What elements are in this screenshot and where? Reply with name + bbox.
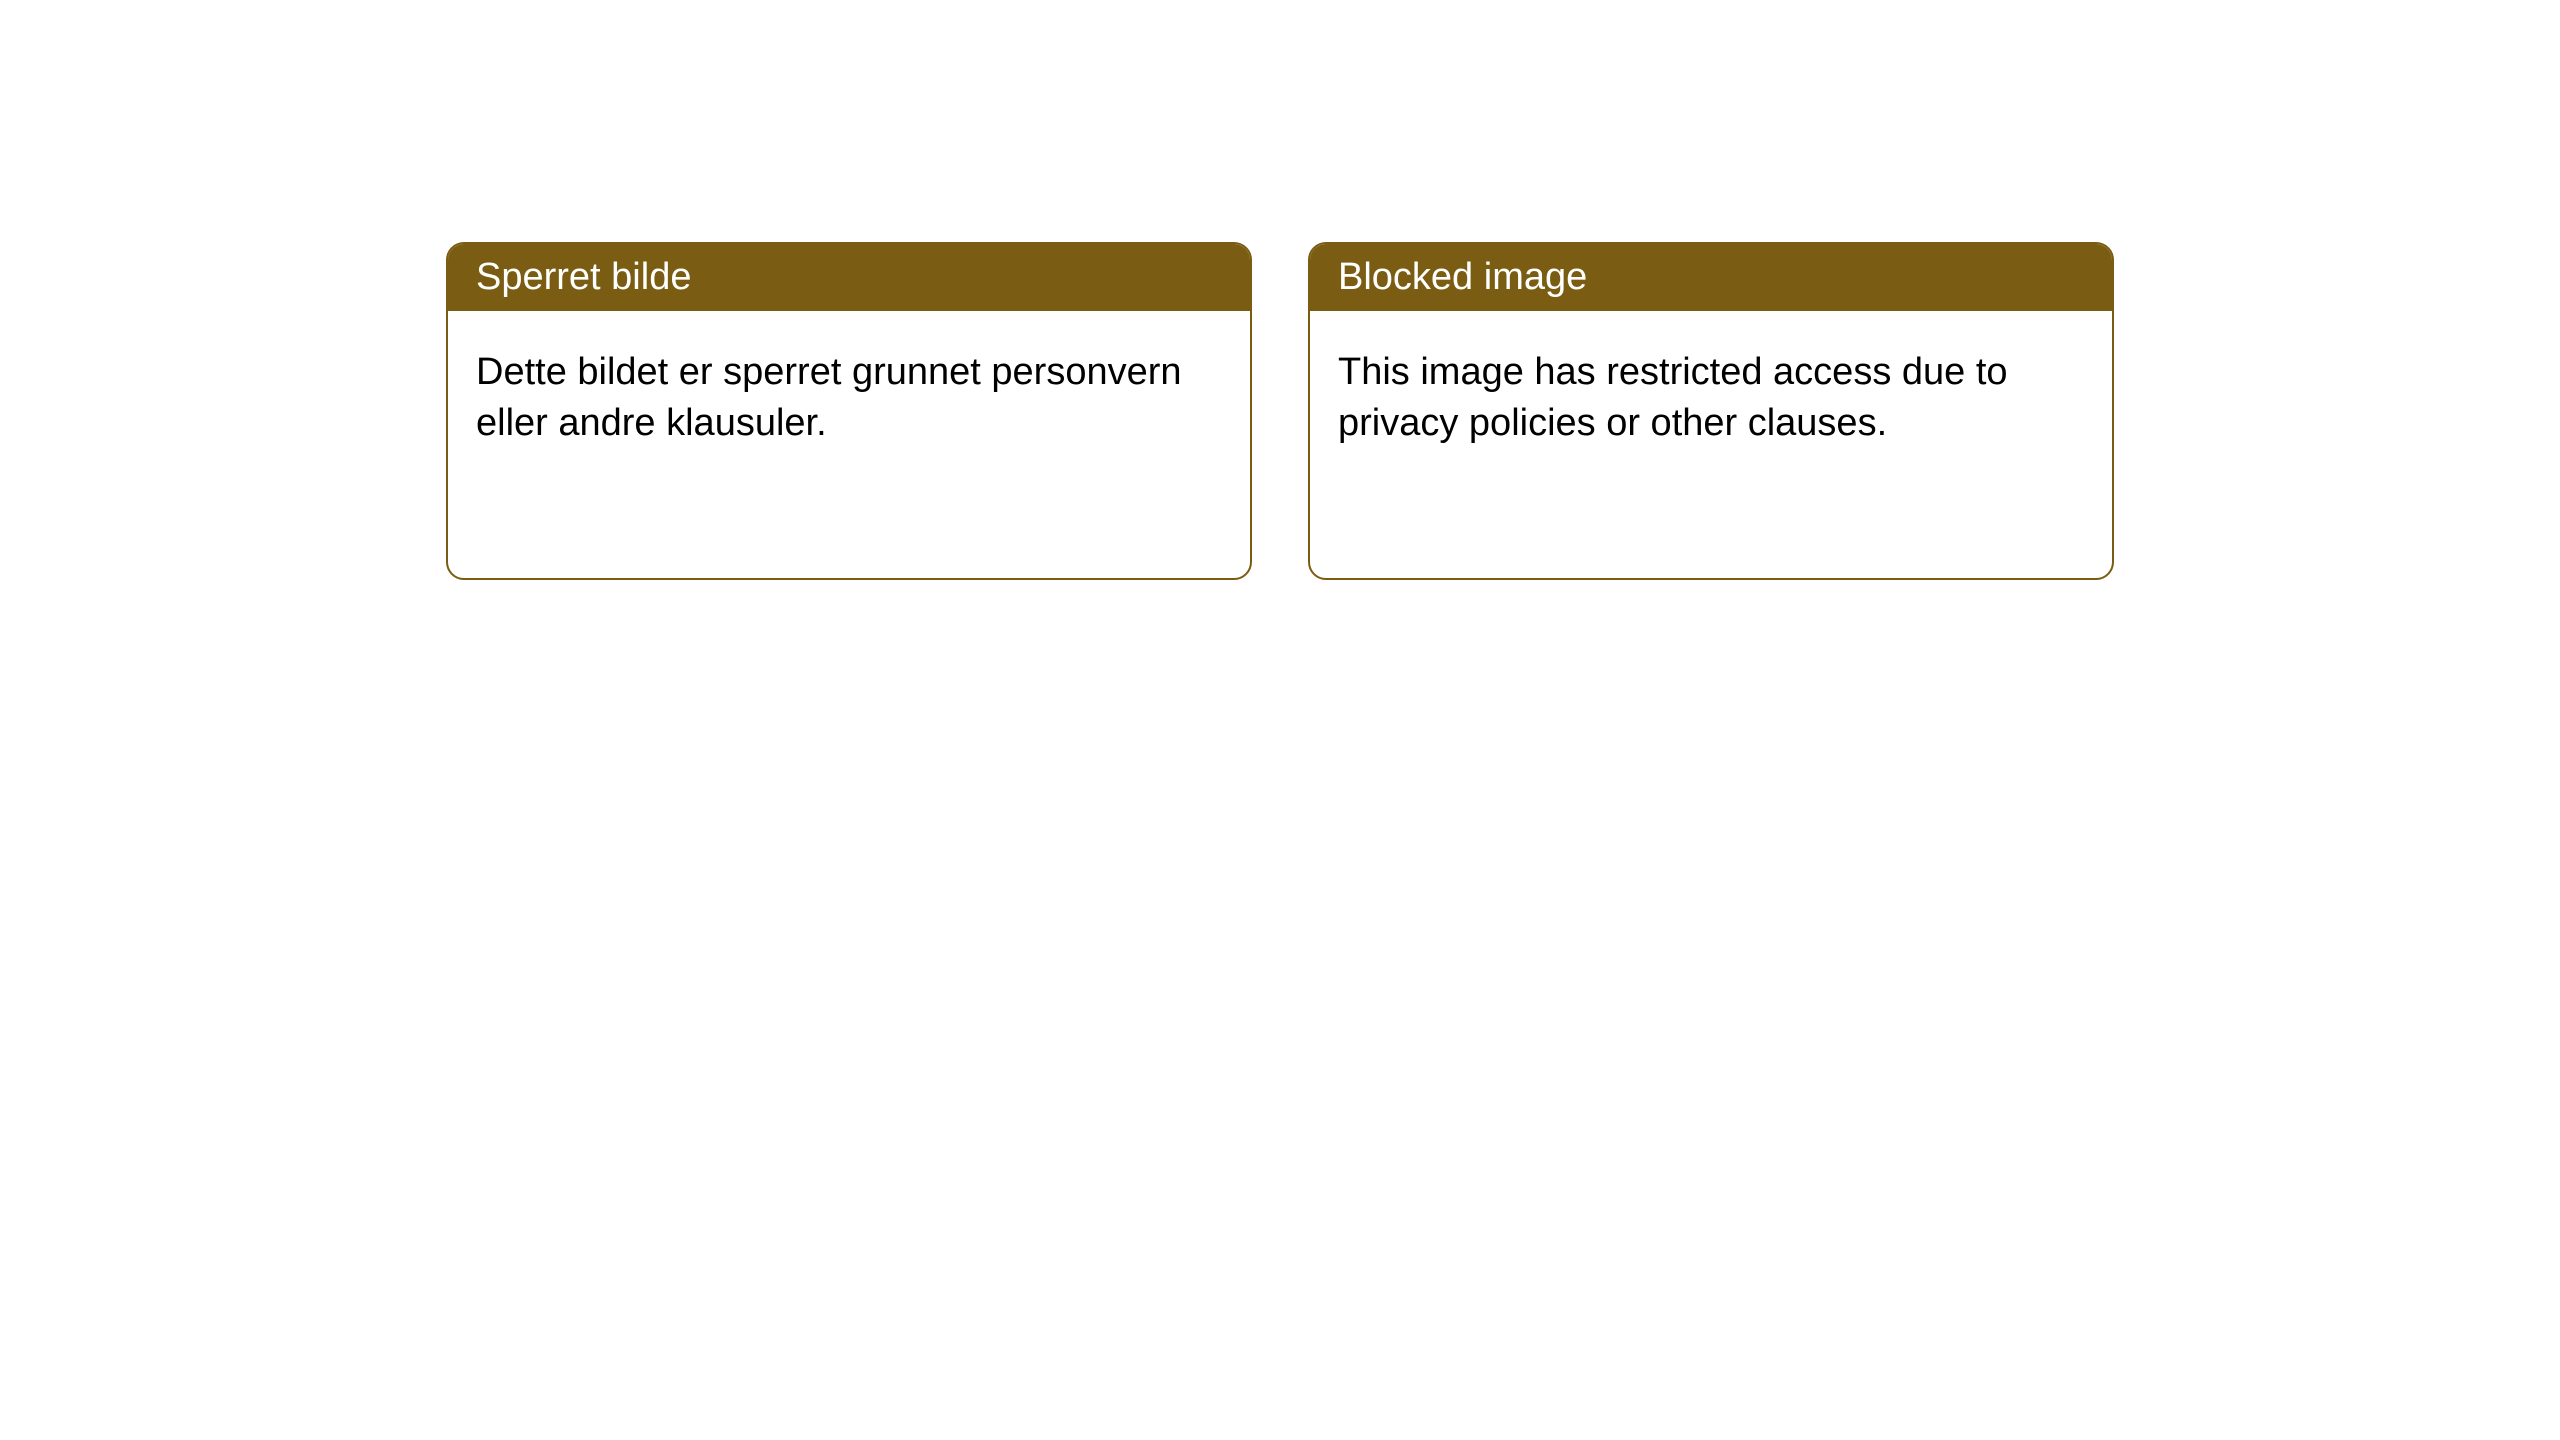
card-message-english: This image has restricted access due to … — [1338, 351, 2008, 444]
blocked-image-card-english: Blocked image This image has restricted … — [1308, 242, 2114, 580]
blocked-image-card-norwegian: Sperret bilde Dette bildet er sperret gr… — [446, 242, 1252, 580]
notice-container: Sperret bilde Dette bildet er sperret gr… — [446, 242, 2114, 580]
card-header-english: Blocked image — [1310, 244, 2112, 311]
card-title-english: Blocked image — [1338, 256, 1587, 298]
card-message-norwegian: Dette bildet er sperret grunnet personve… — [476, 351, 1182, 444]
card-body-norwegian: Dette bildet er sperret grunnet personve… — [448, 311, 1250, 486]
card-header-norwegian: Sperret bilde — [448, 244, 1250, 311]
card-body-english: This image has restricted access due to … — [1310, 311, 2112, 486]
card-title-norwegian: Sperret bilde — [476, 256, 691, 298]
